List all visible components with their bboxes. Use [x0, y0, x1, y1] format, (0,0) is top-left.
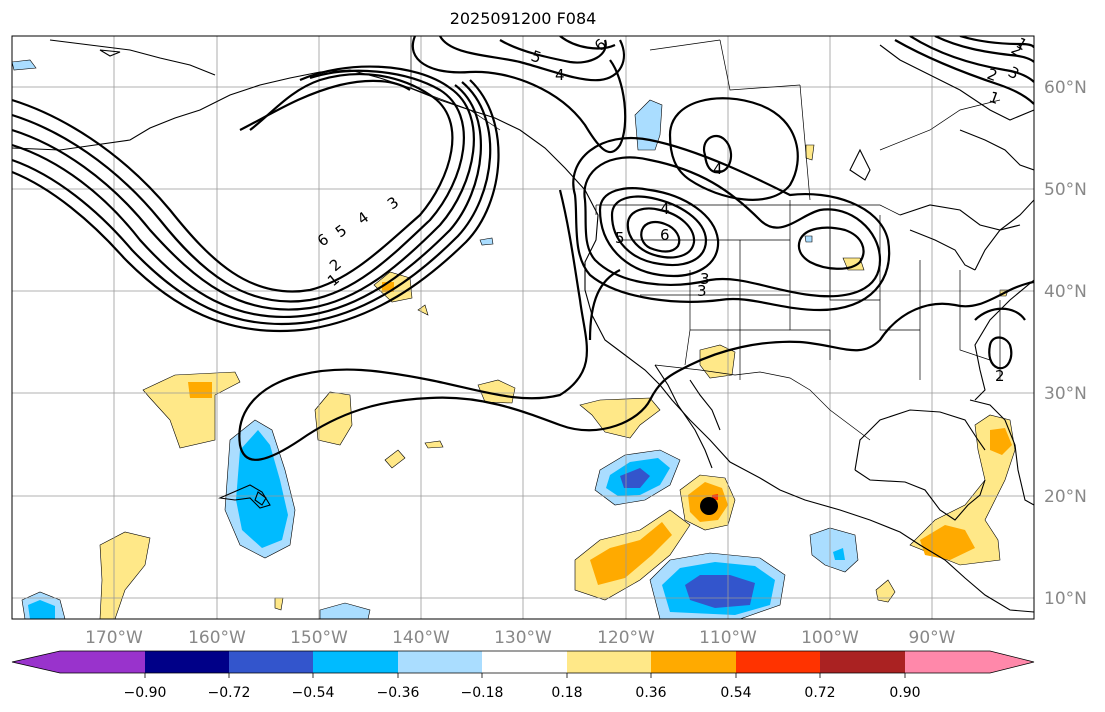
colorbar-segment: [736, 651, 820, 673]
lon-tick-label: 140°W: [392, 628, 450, 648]
colorbar-tick-label: −0.18: [461, 685, 504, 701]
lat-tick-label: 10°N: [1044, 589, 1087, 609]
contour-label: 2: [995, 367, 1005, 385]
colorbar-segment: [567, 651, 651, 673]
colorbar-tick-label: −0.72: [208, 685, 251, 701]
colorbar-segment: [60, 651, 145, 673]
colorbar-segment: [905, 651, 990, 673]
colorbar-tick-label: −0.54: [292, 685, 335, 701]
contour-label: 4: [713, 160, 723, 178]
lon-tick-label: 90°W: [909, 628, 956, 648]
lat-tick-label: 60°N: [1044, 78, 1087, 98]
lon-tick-label: 130°W: [494, 628, 552, 648]
colorbar-tick-label: 0.90: [889, 685, 920, 701]
storm-center-marker: [700, 497, 718, 515]
contour-label: 5: [615, 229, 625, 247]
lat-tick-label: 20°N: [1044, 487, 1087, 507]
colorbar-tick-label: 0.36: [635, 685, 666, 701]
contour-label: 6: [660, 226, 670, 244]
lat-tick-label: 30°N: [1044, 384, 1087, 404]
contours: [12, 36, 1034, 461]
coastlines: [12, 39, 1034, 613]
map-title: 2025091200 F084: [449, 9, 597, 28]
lon-tick-label: 100°W: [801, 628, 859, 648]
colorbar-tick-label: −0.90: [124, 685, 167, 701]
lon-tick-label: 110°W: [699, 628, 757, 648]
colorbar-segment: [820, 651, 905, 673]
map-area: 6 5 4 3 2 1 6 5 4 3 6 5 4 3 4 2 1 3 2 1 …: [12, 36, 1034, 619]
colorbar-segment: [398, 651, 482, 673]
map-frame: [11, 35, 1035, 620]
colorbar-tick-label: 0.54: [720, 685, 751, 701]
colorbar-segment: [145, 651, 229, 673]
contour-label: 4: [660, 200, 670, 218]
gridlines: [12, 36, 1034, 619]
colorbar-segment: [482, 651, 567, 673]
colorbar-tick-label: −0.36: [377, 685, 420, 701]
lon-tick-label: 170°W: [85, 628, 143, 648]
colorbar-segment: [12, 651, 60, 673]
colorbar-outline: [11, 650, 1035, 674]
latitude-axis: 10°N 20°N 30°N 40°N 50°N 60°N: [1044, 78, 1087, 609]
colorbar: −0.90 −0.72 −0.54 −0.36 −0.18 0.18 0.36 …: [11, 650, 1035, 701]
colorbar-segment: [651, 651, 736, 673]
longitude-axis: 170°W 160°W 150°W 140°W 130°W 120°W 110°…: [85, 628, 956, 648]
colorbar-segment: [990, 651, 1034, 673]
lon-tick-label: 160°W: [188, 628, 246, 648]
colorbar-segment: [229, 651, 313, 673]
colorbar-tick-label: 0.72: [804, 685, 835, 701]
lat-tick-label: 50°N: [1044, 180, 1087, 200]
colorbar-tick-label: 0.18: [551, 685, 582, 701]
lon-tick-label: 120°W: [597, 628, 655, 648]
contour-label: 3: [697, 282, 707, 300]
lat-tick-label: 40°N: [1044, 282, 1087, 302]
colorbar-segment: [313, 651, 398, 673]
contour-label: 3: [700, 270, 710, 288]
lon-tick-label: 150°W: [290, 628, 348, 648]
contour-label: 4: [555, 66, 565, 84]
